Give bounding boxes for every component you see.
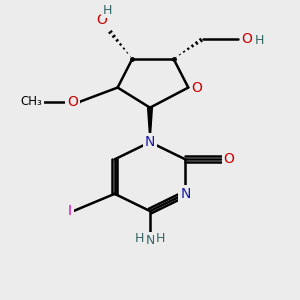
Text: O: O xyxy=(191,81,202,94)
Text: H: H xyxy=(254,34,264,47)
Text: H: H xyxy=(135,232,144,245)
Text: I: I xyxy=(68,204,72,218)
Text: O: O xyxy=(224,152,235,167)
Text: O: O xyxy=(67,95,78,109)
Text: N: N xyxy=(180,187,190,201)
Text: O: O xyxy=(241,32,252,46)
Text: H: H xyxy=(156,232,165,245)
Text: CH₃: CH₃ xyxy=(21,95,43,108)
Text: N: N xyxy=(145,234,155,247)
Polygon shape xyxy=(148,108,152,142)
Text: N: N xyxy=(145,135,155,149)
Text: O: O xyxy=(96,13,107,27)
Text: H: H xyxy=(103,4,112,17)
